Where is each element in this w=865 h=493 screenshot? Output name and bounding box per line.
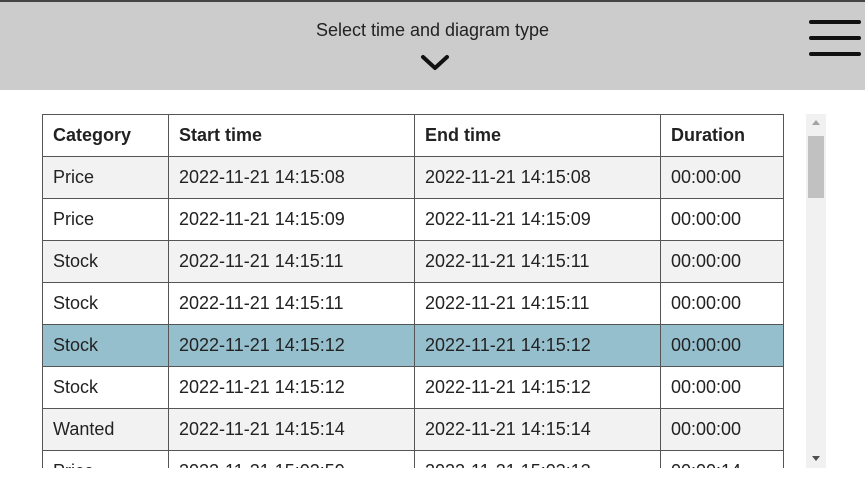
- cell-duration: 00:00:00: [660, 324, 784, 367]
- cell-start-time: 2022-11-21 15:02:59: [168, 450, 415, 468]
- cell-end-time: 2022-11-21 15:03:13: [414, 450, 661, 468]
- cell-start-time: 2022-11-21 14:15:14: [168, 408, 415, 451]
- cell-category: Price: [42, 450, 169, 468]
- cell-start-time: 2022-11-21 14:15:09: [168, 198, 415, 241]
- cell-category: Price: [42, 156, 169, 199]
- events-table-viewport: Category Start time End time Duration Pr…: [42, 114, 784, 468]
- column-header-duration[interactable]: Duration: [660, 114, 784, 157]
- cell-category: Stock: [42, 324, 169, 367]
- table-row[interactable]: Wanted 2022-11-21 14:15:14 2022-11-21 14:1…: [42, 408, 784, 451]
- cell-start-time: 2022-11-21 14:15:11: [168, 240, 415, 283]
- cell-category: Price: [42, 198, 169, 241]
- column-header-start-time[interactable]: Start time: [168, 114, 415, 157]
- events-table: Category Start time End time Duration Pr…: [42, 114, 784, 468]
- cell-end-time: 2022-11-21 14:15:11: [414, 240, 661, 283]
- hamburger-menu-icon[interactable]: [809, 20, 861, 58]
- cell-start-time: 2022-11-21 14:15:12: [168, 324, 415, 367]
- cell-category: Wanted: [42, 408, 169, 451]
- cell-start-time: 2022-11-21 14:15:08: [168, 156, 415, 199]
- cell-duration: 00:00:00: [660, 198, 784, 241]
- scrollbar-thumb[interactable]: [808, 136, 824, 198]
- table-row[interactable]: Stock 2022-11-21 14:15:12 2022-11-21 14:15…: [42, 324, 784, 367]
- top-bar: Select time and diagram type: [0, 0, 865, 90]
- header-title[interactable]: Select time and diagram type: [315, 20, 550, 40]
- cell-start-time: 2022-11-21 14:15:12: [168, 366, 415, 409]
- column-header-end-time[interactable]: End time: [414, 114, 661, 157]
- scroll-down-arrow-icon[interactable]: [806, 450, 826, 468]
- column-header-category[interactable]: Category: [42, 114, 169, 157]
- table-row[interactable]: Price 2022-11-21 14:15:09 2022-11-21 14:15…: [42, 198, 784, 241]
- vertical-scrollbar[interactable]: [806, 114, 826, 468]
- table-row[interactable]: Stock 2022-11-21 14:15:11 2022-11-21 14:15…: [42, 282, 784, 325]
- cell-end-time: 2022-11-21 14:15:12: [414, 324, 661, 367]
- cell-duration: 00:00:00: [660, 156, 784, 199]
- cell-end-time: 2022-11-21 14:15:12: [414, 366, 661, 409]
- cell-duration: 00:00:00: [660, 240, 784, 283]
- table-header-row: Category Start time End time Duration: [42, 114, 784, 157]
- cell-end-time: 2022-11-21 14:15:08: [414, 156, 661, 199]
- chevron-down-icon[interactable]: [420, 54, 450, 72]
- cell-duration: 00:00:00: [660, 408, 784, 451]
- cell-end-time: 2022-11-21 14:15:09: [414, 198, 661, 241]
- table-row[interactable]: Stock 2022-11-21 14:15:12 2022-11-21 14:15…: [42, 366, 784, 409]
- cell-category: Stock: [42, 366, 169, 409]
- cell-end-time: 2022-11-21 14:15:14: [414, 408, 661, 451]
- cell-end-time: 2022-11-21 14:15:11: [414, 282, 661, 325]
- cell-duration: 00:00:00: [660, 282, 784, 325]
- cell-category: Stock: [42, 282, 169, 325]
- table-row[interactable]: Stock 2022-11-21 14:15:11 2022-11-21 14:15…: [42, 240, 784, 283]
- table-row[interactable]: Price 2022-11-21 14:15:08 2022-11-21 14:15…: [42, 156, 784, 199]
- cell-category: Stock: [42, 240, 169, 283]
- cell-duration: 00:00:14: [660, 450, 784, 468]
- cell-duration: 00:00:00: [660, 366, 784, 409]
- scroll-up-arrow-icon[interactable]: [806, 114, 826, 132]
- cell-start-time: 2022-11-21 14:15:11: [168, 282, 415, 325]
